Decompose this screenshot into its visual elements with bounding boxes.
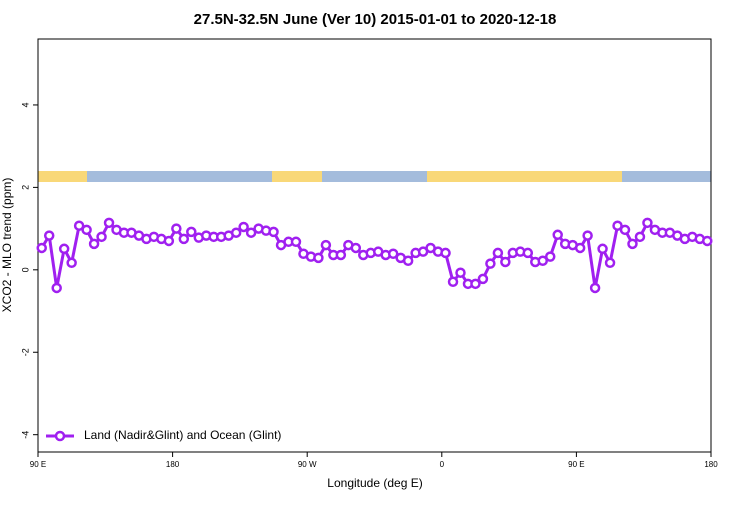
x-tick-label: 90 W bbox=[298, 460, 317, 469]
data-point bbox=[268, 226, 279, 238]
land-ocean-strip bbox=[38, 171, 711, 182]
land-band bbox=[427, 171, 517, 182]
data-point bbox=[627, 238, 638, 250]
land-band bbox=[517, 171, 622, 182]
data-point bbox=[313, 252, 324, 264]
data-point bbox=[43, 230, 55, 241]
y-axis-label: XCO2 - MLO trend (ppm) bbox=[0, 178, 14, 313]
data-point bbox=[186, 226, 197, 238]
data-point bbox=[245, 227, 257, 238]
data-point bbox=[634, 231, 646, 243]
data-point bbox=[500, 256, 511, 268]
data-point bbox=[51, 282, 62, 294]
x-tick-label: 0 bbox=[440, 460, 445, 469]
data-point bbox=[335, 249, 347, 261]
data-point bbox=[320, 239, 332, 251]
data-point bbox=[604, 257, 616, 269]
data-point bbox=[88, 238, 100, 250]
y-tick-label: 4 bbox=[20, 102, 30, 107]
data-point bbox=[612, 220, 623, 231]
data-point bbox=[290, 236, 302, 248]
y-tick-label: 2 bbox=[20, 185, 30, 190]
data-point bbox=[387, 248, 399, 259]
data-point bbox=[702, 235, 713, 247]
y-tick-label: 0 bbox=[20, 267, 30, 272]
ocean-band bbox=[38, 171, 711, 182]
data-point bbox=[492, 247, 504, 259]
data-point bbox=[522, 247, 534, 259]
legend-marker bbox=[54, 430, 66, 442]
x-tick-label: 90 E bbox=[30, 460, 46, 469]
legend-label: Land (Nadir&Glint) and Ocean (Glint) bbox=[84, 428, 281, 442]
data-point bbox=[477, 273, 489, 285]
data-point bbox=[73, 220, 85, 231]
data-point bbox=[485, 258, 496, 269]
data-point bbox=[440, 247, 451, 259]
data-point bbox=[36, 242, 47, 254]
chart-title: 27.5N-32.5N June (Ver 10) 2015-01-01 to … bbox=[194, 11, 557, 28]
data-point bbox=[103, 217, 115, 229]
data-point bbox=[470, 278, 481, 290]
data-point bbox=[544, 251, 556, 262]
data-point bbox=[178, 233, 190, 245]
data-point bbox=[171, 223, 182, 234]
data-point bbox=[238, 221, 249, 233]
y-tick-label: -4 bbox=[20, 431, 30, 439]
x-tick-label: 90 E bbox=[568, 460, 584, 469]
x-axis-label: Longitude (deg E) bbox=[327, 476, 422, 490]
x-tick-label: 180 bbox=[704, 460, 718, 469]
data-point bbox=[447, 276, 459, 288]
data-point bbox=[597, 243, 608, 255]
data-point bbox=[66, 257, 77, 269]
data-point bbox=[537, 255, 548, 267]
data-point bbox=[552, 229, 563, 241]
data-point bbox=[230, 227, 242, 238]
data-point bbox=[96, 231, 107, 243]
data-point bbox=[582, 230, 593, 241]
land-band bbox=[272, 171, 322, 182]
data-point bbox=[402, 255, 414, 267]
y-tick-label: -2 bbox=[20, 348, 30, 356]
data-point bbox=[589, 282, 601, 294]
x-tick-label: 180 bbox=[166, 460, 180, 469]
data-point bbox=[574, 242, 586, 254]
data-point bbox=[163, 235, 175, 247]
data-point bbox=[81, 224, 92, 236]
land-band bbox=[38, 171, 87, 182]
data-point bbox=[642, 217, 653, 229]
data-point bbox=[350, 242, 362, 254]
data-point bbox=[455, 267, 466, 278]
data-point bbox=[619, 224, 631, 236]
data-point bbox=[58, 243, 70, 255]
